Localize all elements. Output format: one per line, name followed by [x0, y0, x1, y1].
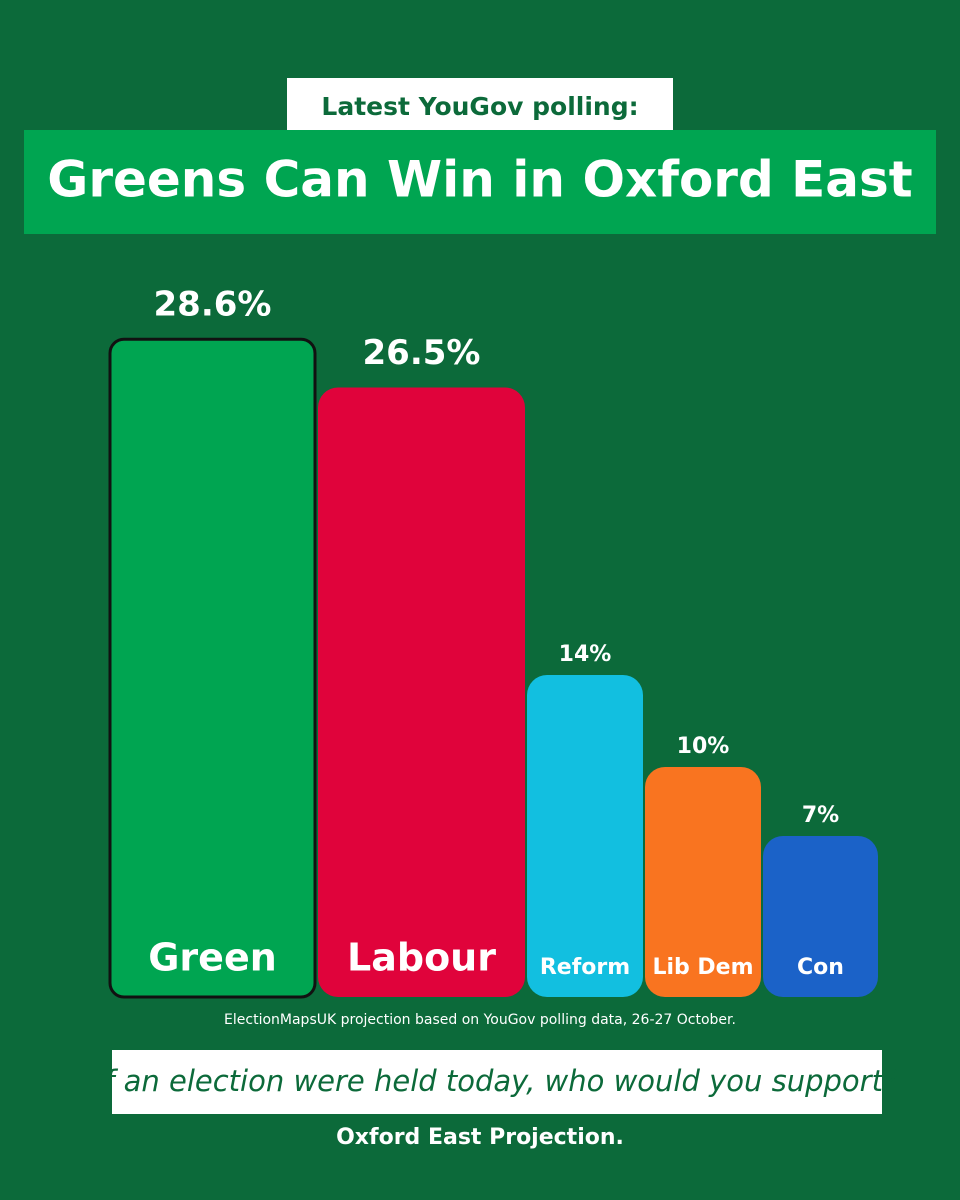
value-label: 10%	[677, 734, 730, 759]
question: If an election were held today, who woul…	[96, 1064, 899, 1098]
value-label: 28.6%	[154, 285, 272, 325]
kicker-box	[287, 78, 673, 136]
value-label: 26.5%	[363, 333, 481, 373]
title-box	[24, 130, 936, 234]
kicker: Latest YouGov polling:	[321, 92, 638, 121]
question-box	[112, 1050, 882, 1114]
category-label: Reform	[540, 955, 630, 980]
category-label: Green	[148, 936, 277, 980]
category-label: Labour	[347, 936, 496, 980]
bar	[645, 767, 761, 997]
category-label: Lib Dem	[652, 955, 753, 980]
bar	[763, 836, 878, 997]
source-note: ElectionMapsUK projection based on YouGo…	[224, 1012, 736, 1028]
chart-title: Greens Can Win in Oxford East	[47, 151, 912, 209]
category-label: Con	[797, 955, 844, 980]
bar	[108, 337, 317, 999]
footer: Oxford East Projection.	[336, 1125, 624, 1150]
bar	[527, 675, 643, 997]
bar	[318, 387, 525, 997]
value-label: 14%	[559, 642, 612, 667]
value-label: 7%	[802, 803, 839, 828]
